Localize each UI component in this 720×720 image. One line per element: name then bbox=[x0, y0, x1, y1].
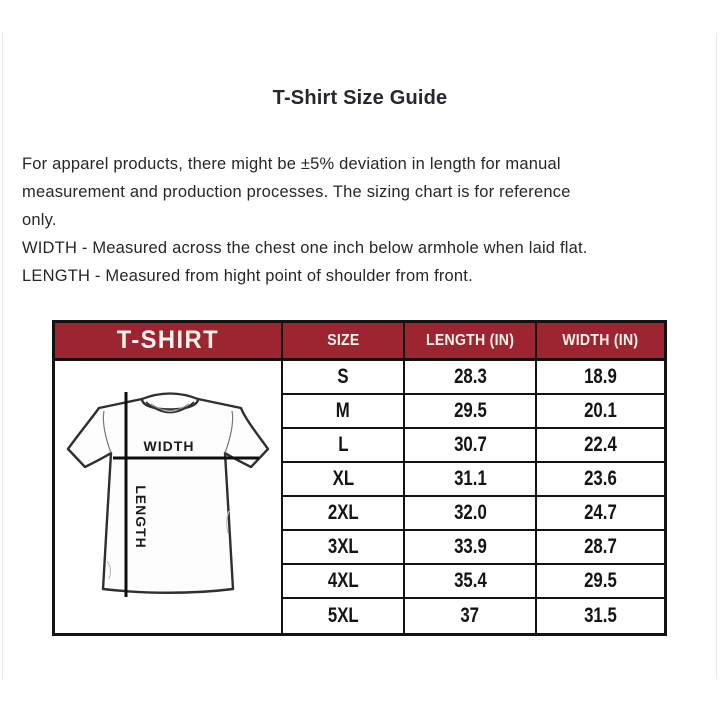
length-cell: 29.5 bbox=[405, 395, 537, 429]
size-value: 5XL bbox=[327, 604, 359, 627]
size-value: 3XL bbox=[327, 535, 359, 558]
table-header-product: T-SHIRT bbox=[55, 323, 283, 361]
size-cell: M bbox=[283, 395, 405, 429]
tshirt-collar-inner bbox=[145, 401, 195, 414]
size-value: XL bbox=[332, 467, 354, 490]
size-cell: S bbox=[283, 361, 405, 395]
length-value: 37 bbox=[460, 604, 480, 627]
length-value: 33.9 bbox=[453, 535, 487, 558]
width-value: 18.9 bbox=[584, 365, 617, 388]
width-cell: 23.6 bbox=[537, 463, 664, 497]
length-value: 35.4 bbox=[453, 569, 487, 592]
length-label: LENGTH bbox=[133, 485, 149, 549]
width-cell: 24.7 bbox=[537, 497, 664, 531]
length-definition: LENGTH - Measured from hight point of sh… bbox=[22, 267, 473, 285]
width-cell: 28.7 bbox=[537, 531, 664, 565]
length-value: 31.1 bbox=[453, 467, 487, 490]
width-value: 29.5 bbox=[584, 569, 617, 592]
length-cell: 35.4 bbox=[405, 565, 537, 599]
size-cell: XL bbox=[283, 463, 405, 497]
size-value: L bbox=[337, 433, 349, 456]
length-cell: 33.9 bbox=[405, 531, 537, 565]
size-cell: 5XL bbox=[283, 599, 405, 633]
description-line: For apparel products, there might be ±5%… bbox=[22, 155, 561, 173]
description-line: only. bbox=[22, 211, 57, 229]
width-value: 20.1 bbox=[584, 399, 617, 422]
length-cell: 28.3 bbox=[405, 361, 537, 395]
size-value: S bbox=[337, 365, 349, 388]
table-header-width: WIDTH (IN) bbox=[537, 323, 664, 361]
tshirt-illustration-cell: WIDTH LENGTH bbox=[55, 361, 283, 633]
table-header-product-label: T-SHIRT bbox=[116, 326, 220, 354]
tshirt-seams bbox=[102, 410, 234, 454]
size-cell: 4XL bbox=[283, 565, 405, 599]
width-value: 23.6 bbox=[584, 467, 617, 490]
table-header-size: SIZE bbox=[283, 323, 405, 361]
size-table: T-SHIRT SIZE LENGTH (IN) WIDTH (IN) bbox=[52, 320, 667, 636]
length-value: 30.7 bbox=[453, 433, 487, 456]
size-cell: L bbox=[283, 429, 405, 463]
description-line: measurement and production processes. Th… bbox=[22, 183, 571, 201]
length-cell: 31.1 bbox=[405, 463, 537, 497]
size-cell: 2XL bbox=[283, 497, 405, 531]
width-cell: 20.1 bbox=[537, 395, 664, 429]
width-value: 28.7 bbox=[584, 535, 617, 558]
width-value: 31.5 bbox=[584, 604, 617, 627]
length-value: 28.3 bbox=[453, 365, 487, 388]
width-value: 24.7 bbox=[584, 501, 617, 524]
width-label: WIDTH bbox=[144, 438, 195, 454]
length-cell: 32.0 bbox=[405, 497, 537, 531]
width-cell: 18.9 bbox=[537, 361, 664, 395]
width-cell: 22.4 bbox=[537, 429, 664, 463]
width-cell: 31.5 bbox=[537, 599, 664, 633]
size-cell: 3XL bbox=[283, 531, 405, 565]
length-cell: 30.7 bbox=[405, 429, 537, 463]
length-value: 29.5 bbox=[453, 399, 487, 422]
page-title: T-Shirt Size Guide bbox=[272, 87, 448, 109]
tshirt-collar bbox=[141, 392, 199, 401]
width-cell: 29.5 bbox=[537, 565, 664, 599]
size-value: 2XL bbox=[327, 501, 359, 524]
tshirt-wrinkles bbox=[106, 510, 230, 580]
tshirt-illustration: WIDTH LENGTH bbox=[66, 392, 270, 597]
length-cell: 37 bbox=[405, 599, 537, 633]
table-header-width-label: WIDTH (IN) bbox=[562, 331, 639, 349]
table-header-length-label: LENGTH (IN) bbox=[425, 331, 515, 349]
size-value: M bbox=[336, 399, 350, 422]
length-value: 32.0 bbox=[453, 501, 487, 524]
table-header-size-label: SIZE bbox=[326, 331, 360, 349]
table-header-length: LENGTH (IN) bbox=[405, 323, 537, 361]
width-definition: WIDTH - Measured across the chest one in… bbox=[22, 239, 588, 257]
size-value: 4XL bbox=[327, 569, 359, 592]
tshirt-collar-rib bbox=[150, 403, 190, 412]
description-block: For apparel products, there might be ±5%… bbox=[22, 150, 662, 290]
width-value: 22.4 bbox=[584, 433, 617, 456]
tshirt-body bbox=[66, 397, 270, 594]
